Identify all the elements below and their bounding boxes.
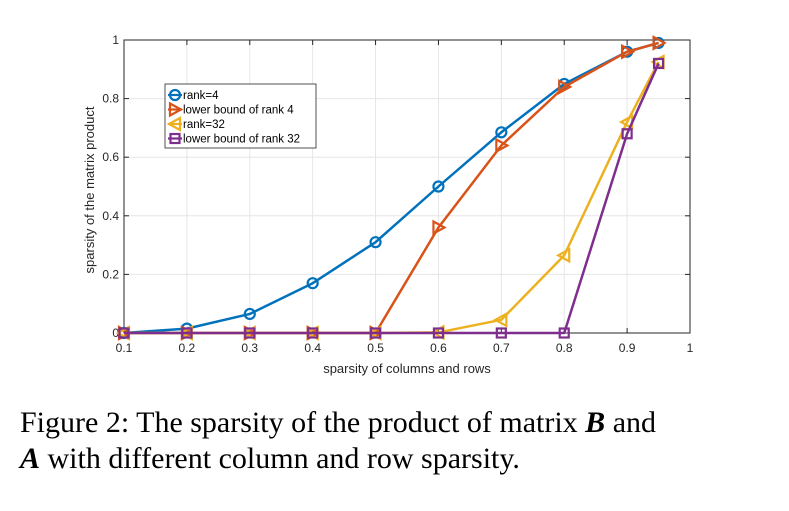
series-lines xyxy=(115,35,667,341)
legend: rank=4 lower bound of rank 4 rank=32 lower … xyxy=(164,83,317,149)
data-point-marker xyxy=(558,327,570,339)
x-tick-label: 0.2 xyxy=(179,341,196,355)
data-point-marker xyxy=(243,307,256,321)
y-tick-label: 0.8 xyxy=(102,92,119,106)
y-tick-label: 0.4 xyxy=(102,209,119,223)
data-point-marker xyxy=(652,57,665,70)
series-line xyxy=(123,41,659,335)
y-tick-label: 0.2 xyxy=(102,267,119,281)
legend-marker xyxy=(168,88,182,102)
caption-middle-2: with different column and row sparsity. xyxy=(40,442,520,475)
series-2 xyxy=(117,35,667,341)
axis-ticks: 0.1 0.2 0.3 0.4 0.5 0.6 0.7 0.8 0.9 100.20.40.60.… xyxy=(102,33,693,355)
figure-caption: Figure 2: The sparsity of the product of… xyxy=(20,405,780,477)
y-tick-label: 1 xyxy=(112,33,119,47)
data-point-marker xyxy=(495,327,507,339)
legend-entry-4: lower bound of rank 32 xyxy=(168,132,300,146)
data-point-marker xyxy=(432,219,447,236)
legend-box xyxy=(164,83,317,149)
legend-label: lower bound of rank 32 xyxy=(183,134,300,146)
data-point-marker xyxy=(432,180,445,193)
x-tick-label: 0.7 xyxy=(493,341,510,355)
x-axis-label: sparsity of columns and rows xyxy=(323,361,491,376)
data-point-marker xyxy=(118,327,130,339)
legend-label: rank=32 xyxy=(183,119,225,131)
data-point-marker xyxy=(432,327,445,339)
data-point-marker xyxy=(495,126,508,139)
y-axis-label: sparsity of the matrix product xyxy=(82,106,97,273)
legend-entry-1: rank=4 xyxy=(168,88,219,102)
data-point-marker xyxy=(181,327,193,339)
legend-label: lower bound of rank 4 xyxy=(183,105,294,117)
data-point-marker xyxy=(369,327,382,339)
data-point-marker xyxy=(555,247,571,264)
series-1 xyxy=(117,36,665,340)
legend-marker xyxy=(168,101,184,118)
x-tick-label: 0.6 xyxy=(430,341,447,355)
legend-entry-2: lower bound of rank 4 xyxy=(168,101,294,118)
x-tick-label: 0.3 xyxy=(241,341,258,355)
y-tick-label: 0.6 xyxy=(102,150,119,164)
data-point-marker xyxy=(244,327,256,339)
x-tick-label: 0.8 xyxy=(556,341,573,355)
series-line xyxy=(124,62,660,335)
data-point-marker xyxy=(495,137,510,154)
x-tick-label: 0.5 xyxy=(367,341,384,355)
x-tick-label: 0.4 xyxy=(304,341,321,355)
caption-prefix: Figure 2: The sparsity of the product of… xyxy=(20,406,586,439)
caption-middle-1: and xyxy=(605,406,657,439)
legend-label: rank=4 xyxy=(183,90,219,102)
data-point-marker xyxy=(621,128,633,140)
legend-marker xyxy=(166,116,182,132)
data-point-marker xyxy=(307,327,319,339)
legend-marker xyxy=(169,132,181,145)
data-point-marker xyxy=(558,79,573,95)
series-4 xyxy=(118,57,665,339)
x-tick-label: 0.1 xyxy=(116,341,133,355)
data-point-marker xyxy=(621,43,636,60)
caption-symbol-b: B xyxy=(585,406,606,439)
data-point-marker xyxy=(493,311,508,328)
legend-entry-3: rank=32 xyxy=(166,116,225,132)
x-tick-label: 1 xyxy=(687,341,694,355)
data-point-marker xyxy=(652,35,667,51)
data-point-marker xyxy=(306,277,319,290)
caption-symbol-a: A xyxy=(20,442,41,475)
data-point-marker xyxy=(369,236,382,249)
x-tick-label: 0.9 xyxy=(619,341,636,355)
